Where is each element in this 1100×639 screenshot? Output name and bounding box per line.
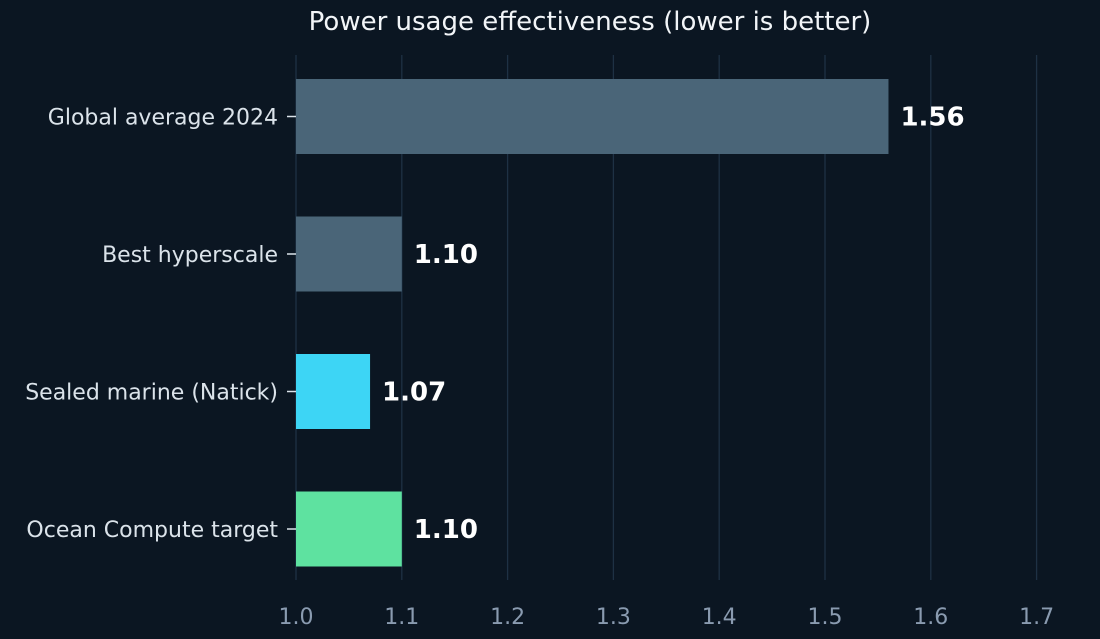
x-tick-label-6: 1.6 bbox=[913, 605, 948, 630]
category-label-0: Global average 2024 bbox=[48, 106, 278, 131]
value-label-1: 1.10 bbox=[414, 240, 478, 270]
category-label-3: Ocean Compute target bbox=[26, 518, 278, 543]
bar-3 bbox=[296, 491, 402, 567]
value-label-3: 1.10 bbox=[414, 515, 478, 545]
value-labels: 1.56 1.10 1.07 1.10 bbox=[382, 103, 965, 546]
x-tick-label-1: 1.1 bbox=[384, 605, 419, 630]
x-tick-label-4: 1.4 bbox=[702, 605, 737, 630]
bar-1 bbox=[296, 216, 402, 292]
x-tick-label-2: 1.2 bbox=[490, 605, 525, 630]
chart-title: Power usage effectiveness (lower is bett… bbox=[309, 7, 872, 37]
x-tick-label-0: 1.0 bbox=[279, 605, 314, 630]
category-label-2: Sealed marine (Natick) bbox=[25, 381, 278, 406]
x-tick-label-7: 1.7 bbox=[1019, 605, 1054, 630]
x-tick-label-5: 1.5 bbox=[808, 605, 843, 630]
value-label-0: 1.56 bbox=[900, 103, 964, 133]
value-label-2: 1.07 bbox=[382, 378, 446, 408]
bar-2 bbox=[296, 354, 371, 429]
x-axis: 1.0 1.1 1.2 1.3 1.4 1.5 1.6 1.7 bbox=[279, 605, 1055, 630]
category-label-1: Best hyperscale bbox=[102, 243, 278, 268]
x-tick-label-3: 1.3 bbox=[596, 605, 631, 630]
bar-0 bbox=[296, 79, 889, 154]
y-axis: Global average 2024 Best hyperscale Sealed… bbox=[25, 106, 296, 543]
bars bbox=[296, 79, 889, 567]
